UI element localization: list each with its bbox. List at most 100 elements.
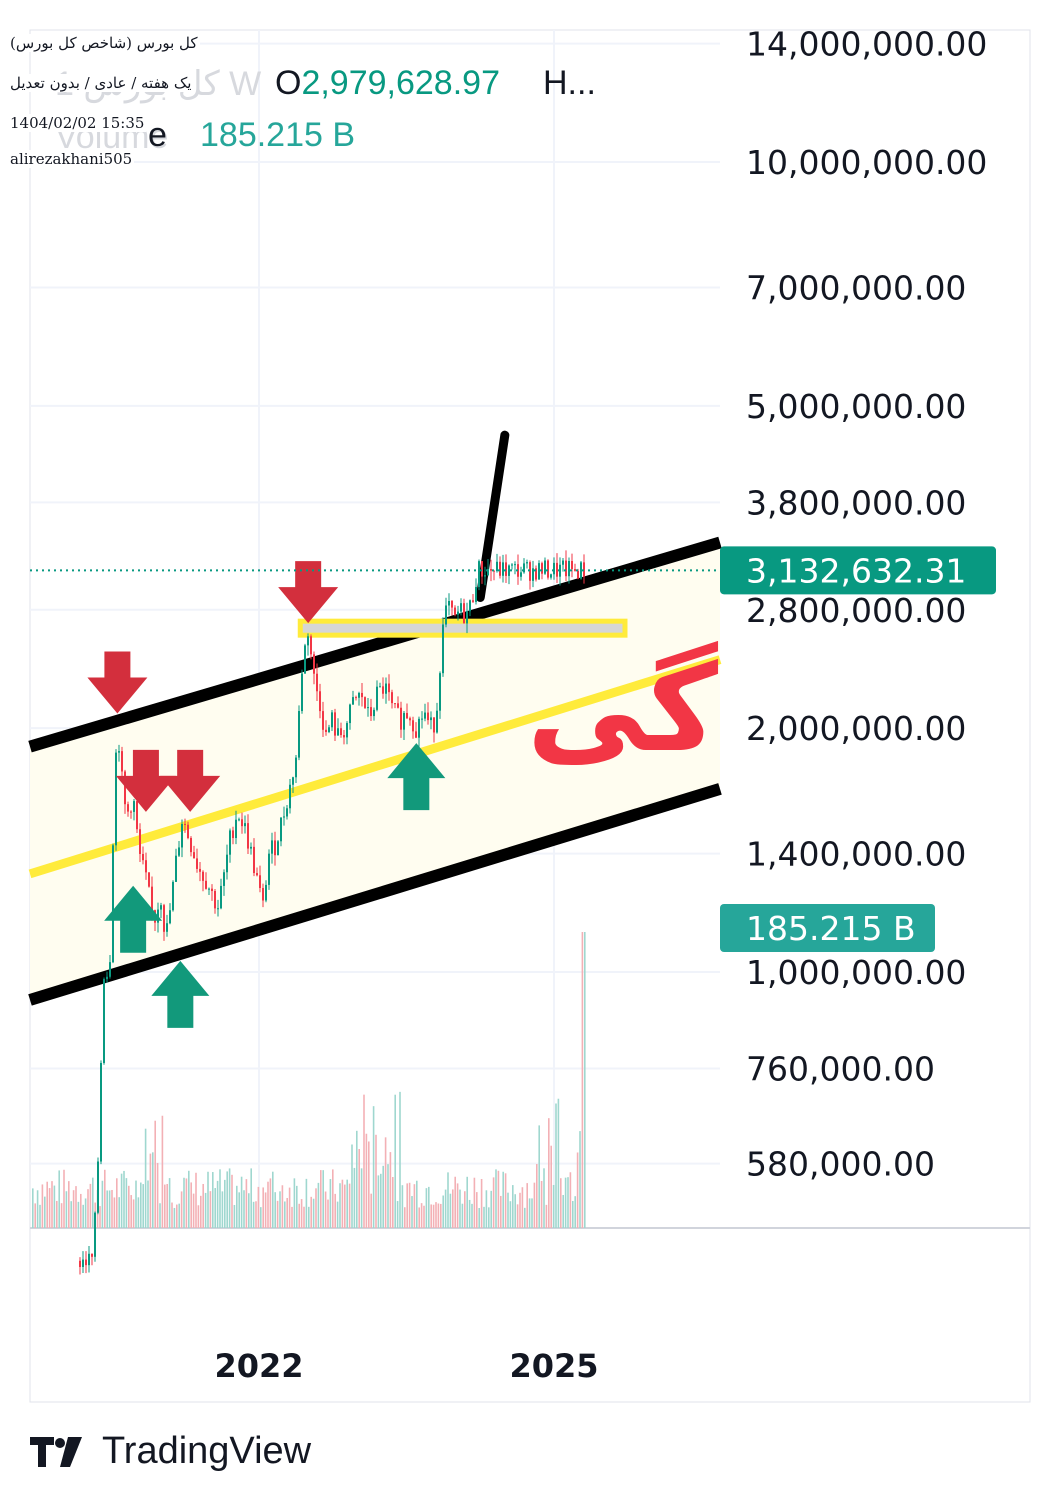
volume-bar-66	[190, 1182, 192, 1228]
volume-bar-127	[336, 1201, 339, 1228]
volume-bar-51	[154, 1120, 156, 1228]
volume-bar-117	[312, 1198, 315, 1228]
candle-body-82	[325, 729, 327, 733]
volume-bar-100	[272, 1171, 274, 1228]
volume-bar-174	[449, 1193, 452, 1228]
volume-bar-215	[548, 1118, 550, 1228]
candle-body-141	[502, 562, 504, 576]
candle-body-63	[268, 853, 270, 885]
volume-bar-88	[243, 1190, 245, 1228]
volume-bar-103	[279, 1191, 281, 1228]
volume-bar-230	[584, 932, 586, 1228]
volume-value: 185.215 B	[200, 116, 356, 154]
price-axis[interactable]: 14,000,000.00 10,000,000.00 7,000,000.00 5,…	[30, 25, 996, 1184]
volume-bar-21	[82, 1204, 84, 1228]
candle-body-128	[463, 603, 465, 624]
candle-body-64	[271, 840, 273, 854]
meta-symbol-name: (کل بورس (شاخص کل بورس	[8, 34, 200, 52]
volume-bar-170	[440, 1203, 442, 1228]
volume-bar-80	[224, 1179, 226, 1228]
volume-bar-72	[204, 1192, 207, 1228]
volume-bar-172	[444, 1189, 447, 1228]
volume-bar-76	[214, 1188, 216, 1228]
volume-bar-223	[567, 1177, 569, 1228]
volume-bar-177	[456, 1183, 459, 1228]
candle-body-150	[529, 562, 531, 581]
candle-body-126	[457, 611, 459, 615]
y-tick-label-9: 760,000.00	[746, 1050, 935, 1089]
volume-bar-20	[80, 1193, 82, 1228]
volume-bar-155	[404, 1207, 406, 1228]
candle-body-79	[316, 673, 318, 692]
candle-body-94	[361, 692, 363, 698]
meta-interval: یک هفته / عادی / بدون تعدیل	[8, 74, 194, 92]
candle-body-108	[403, 712, 405, 730]
candle-body-31	[172, 881, 174, 911]
candle-body-50	[229, 830, 231, 855]
volume-bar-93	[255, 1201, 257, 1228]
time-axis[interactable]: 2022 2025	[214, 1347, 598, 1385]
candle-body-127	[460, 603, 462, 612]
candle-body-101	[382, 686, 384, 694]
volume-bar-106	[286, 1197, 288, 1228]
volume-bar-108	[291, 1206, 293, 1228]
volume-bar-94	[257, 1186, 260, 1228]
candle-body-102	[385, 683, 387, 694]
volume-bar-35	[116, 1178, 118, 1228]
volume-bar-160	[416, 1180, 418, 1228]
down-arrow-3	[278, 561, 339, 624]
volume-bar-158	[411, 1196, 413, 1228]
volume-bar-23	[87, 1189, 89, 1228]
y-tick-label-3: 5,000,000.00	[746, 387, 966, 426]
volume-bar-75	[212, 1172, 214, 1228]
last-price-tag	[720, 546, 996, 595]
volume-bar-137	[360, 1168, 363, 1228]
volume-bar-15	[68, 1181, 70, 1228]
volume-bar-101	[274, 1192, 276, 1228]
volume-bar-65	[188, 1170, 190, 1228]
brand-name: TradingView	[102, 1430, 312, 1472]
down-arrow-2	[160, 749, 221, 812]
down-arrow-1	[115, 749, 176, 812]
candle-body-39	[196, 858, 198, 869]
volume-bar-102	[276, 1200, 279, 1228]
volume-bar-162	[420, 1203, 423, 1228]
candle-body-161	[562, 560, 564, 565]
candle-body-2	[85, 1259, 87, 1266]
volume-bar-213	[543, 1168, 545, 1228]
volume-bar-220	[560, 1178, 562, 1228]
volume-bar-44	[137, 1197, 140, 1228]
volume-bar-149	[389, 1152, 392, 1228]
candle-body-165	[574, 569, 576, 571]
resistance-zone	[297, 618, 628, 638]
volume-bar-3	[39, 1204, 41, 1228]
volume-bar-224	[569, 1172, 572, 1228]
candle-body-30	[169, 910, 171, 924]
candle-body-98	[373, 709, 375, 717]
y-tick-label-7: 1,400,000.00	[746, 835, 966, 874]
volume-bar-222	[564, 1177, 567, 1228]
volume-bar-150	[392, 1176, 394, 1228]
volume-bar-200	[512, 1185, 514, 1228]
candle-body-41	[202, 871, 204, 881]
candle-body-131	[472, 600, 474, 602]
volume-bar-8	[51, 1181, 53, 1228]
volume-bar-74	[209, 1191, 212, 1228]
candle-body-113	[418, 718, 420, 738]
volume-bar-43	[135, 1180, 137, 1228]
volume-bar-77	[216, 1180, 219, 1228]
volume-bar-122	[324, 1191, 327, 1228]
volume-bar-1	[34, 1203, 36, 1228]
volume-bar-120	[320, 1170, 322, 1228]
candle-body-148	[523, 563, 525, 573]
annotation-arrows[interactable]	[87, 561, 446, 1028]
tradingview-logo[interactable]: TradingView	[30, 1430, 311, 1473]
volume-bar-48	[147, 1180, 149, 1228]
candle-body-111	[412, 720, 414, 732]
volume-bar-203	[519, 1192, 521, 1228]
volume-bar-185	[476, 1192, 478, 1228]
volume-bar-154	[401, 1185, 404, 1228]
candle-body-72	[295, 757, 297, 778]
volume-bar-99	[269, 1178, 272, 1228]
